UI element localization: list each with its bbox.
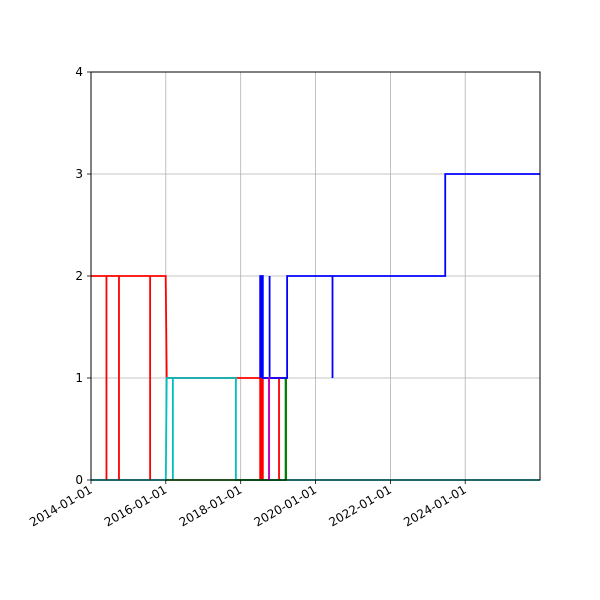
series-line-5 [268, 377, 271, 480]
y-tick-label: 0 [75, 473, 83, 487]
y-tick-label: 2 [75, 269, 83, 283]
y-tick-label: 1 [75, 371, 83, 385]
axis-ticks [87, 71, 466, 484]
y-tick-label: 4 [75, 65, 83, 79]
y-tick-label: 3 [75, 167, 83, 181]
